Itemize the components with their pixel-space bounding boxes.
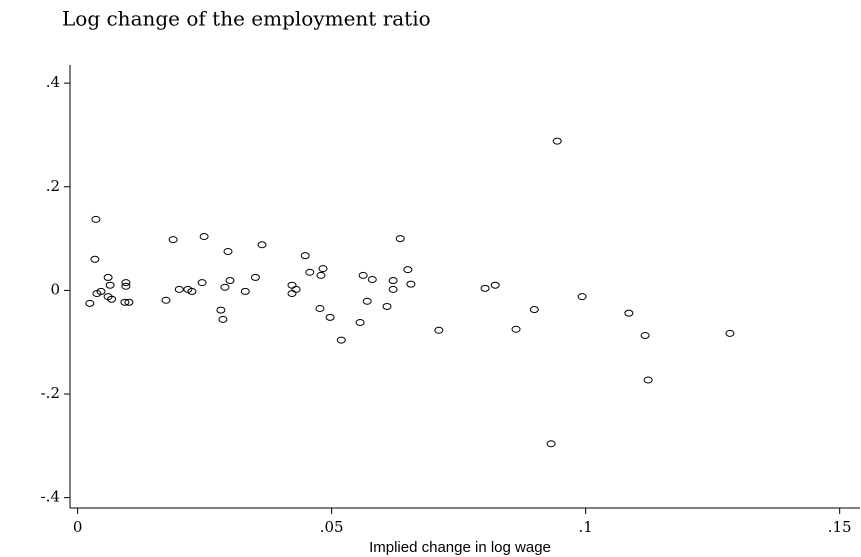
point	[225, 277, 235, 285]
y-tick-label: 0	[50, 280, 60, 298]
point	[643, 376, 653, 384]
point	[107, 295, 117, 303]
point	[480, 284, 490, 292]
point	[336, 336, 346, 344]
point	[490, 281, 500, 289]
point	[640, 331, 650, 339]
point	[546, 440, 556, 448]
point	[358, 271, 368, 279]
point	[300, 252, 310, 260]
point	[187, 287, 197, 295]
point	[105, 281, 115, 289]
point	[216, 306, 226, 314]
point	[121, 282, 131, 290]
point	[91, 215, 101, 223]
point	[315, 305, 325, 313]
y-tick-label: .4	[46, 73, 60, 91]
point	[318, 265, 328, 273]
point	[305, 268, 315, 276]
point	[257, 241, 267, 249]
point	[124, 298, 134, 306]
x-tick-label: 0	[73, 518, 83, 536]
point	[96, 287, 106, 295]
point	[725, 329, 735, 337]
x-tick-label: .05	[320, 518, 344, 536]
point	[121, 279, 131, 287]
point	[316, 271, 326, 279]
point	[174, 285, 184, 293]
point	[168, 236, 178, 244]
point	[90, 255, 100, 263]
chart-title: Log change of the employment ratio	[62, 7, 431, 31]
point	[161, 296, 171, 304]
point	[406, 280, 416, 288]
point	[287, 289, 297, 297]
point	[223, 248, 233, 256]
point	[355, 319, 365, 327]
point	[291, 285, 301, 293]
point	[388, 285, 398, 293]
point	[367, 276, 377, 284]
x-tick-label: .1	[579, 518, 593, 536]
y-tick-label: -.4	[41, 488, 60, 506]
point	[287, 281, 297, 289]
point	[85, 299, 95, 307]
point	[218, 315, 228, 323]
point	[511, 325, 521, 333]
point	[529, 306, 539, 314]
x-tick-label: .15	[828, 518, 852, 536]
x-axis-label: Implied change in log wage	[369, 539, 551, 556]
y-tick-label: -.2	[41, 384, 60, 402]
point	[240, 287, 250, 295]
point	[434, 326, 444, 334]
point	[199, 233, 209, 241]
point	[325, 313, 335, 321]
point	[362, 297, 372, 305]
y-tick-label: .2	[46, 177, 60, 195]
point	[577, 293, 587, 301]
point	[403, 266, 413, 274]
point	[120, 298, 130, 306]
point	[220, 283, 230, 291]
point	[624, 309, 634, 317]
point	[552, 137, 562, 145]
point	[103, 273, 113, 281]
point	[250, 273, 260, 281]
point	[388, 277, 398, 285]
point	[395, 235, 405, 243]
point	[197, 279, 207, 287]
point	[382, 302, 392, 310]
